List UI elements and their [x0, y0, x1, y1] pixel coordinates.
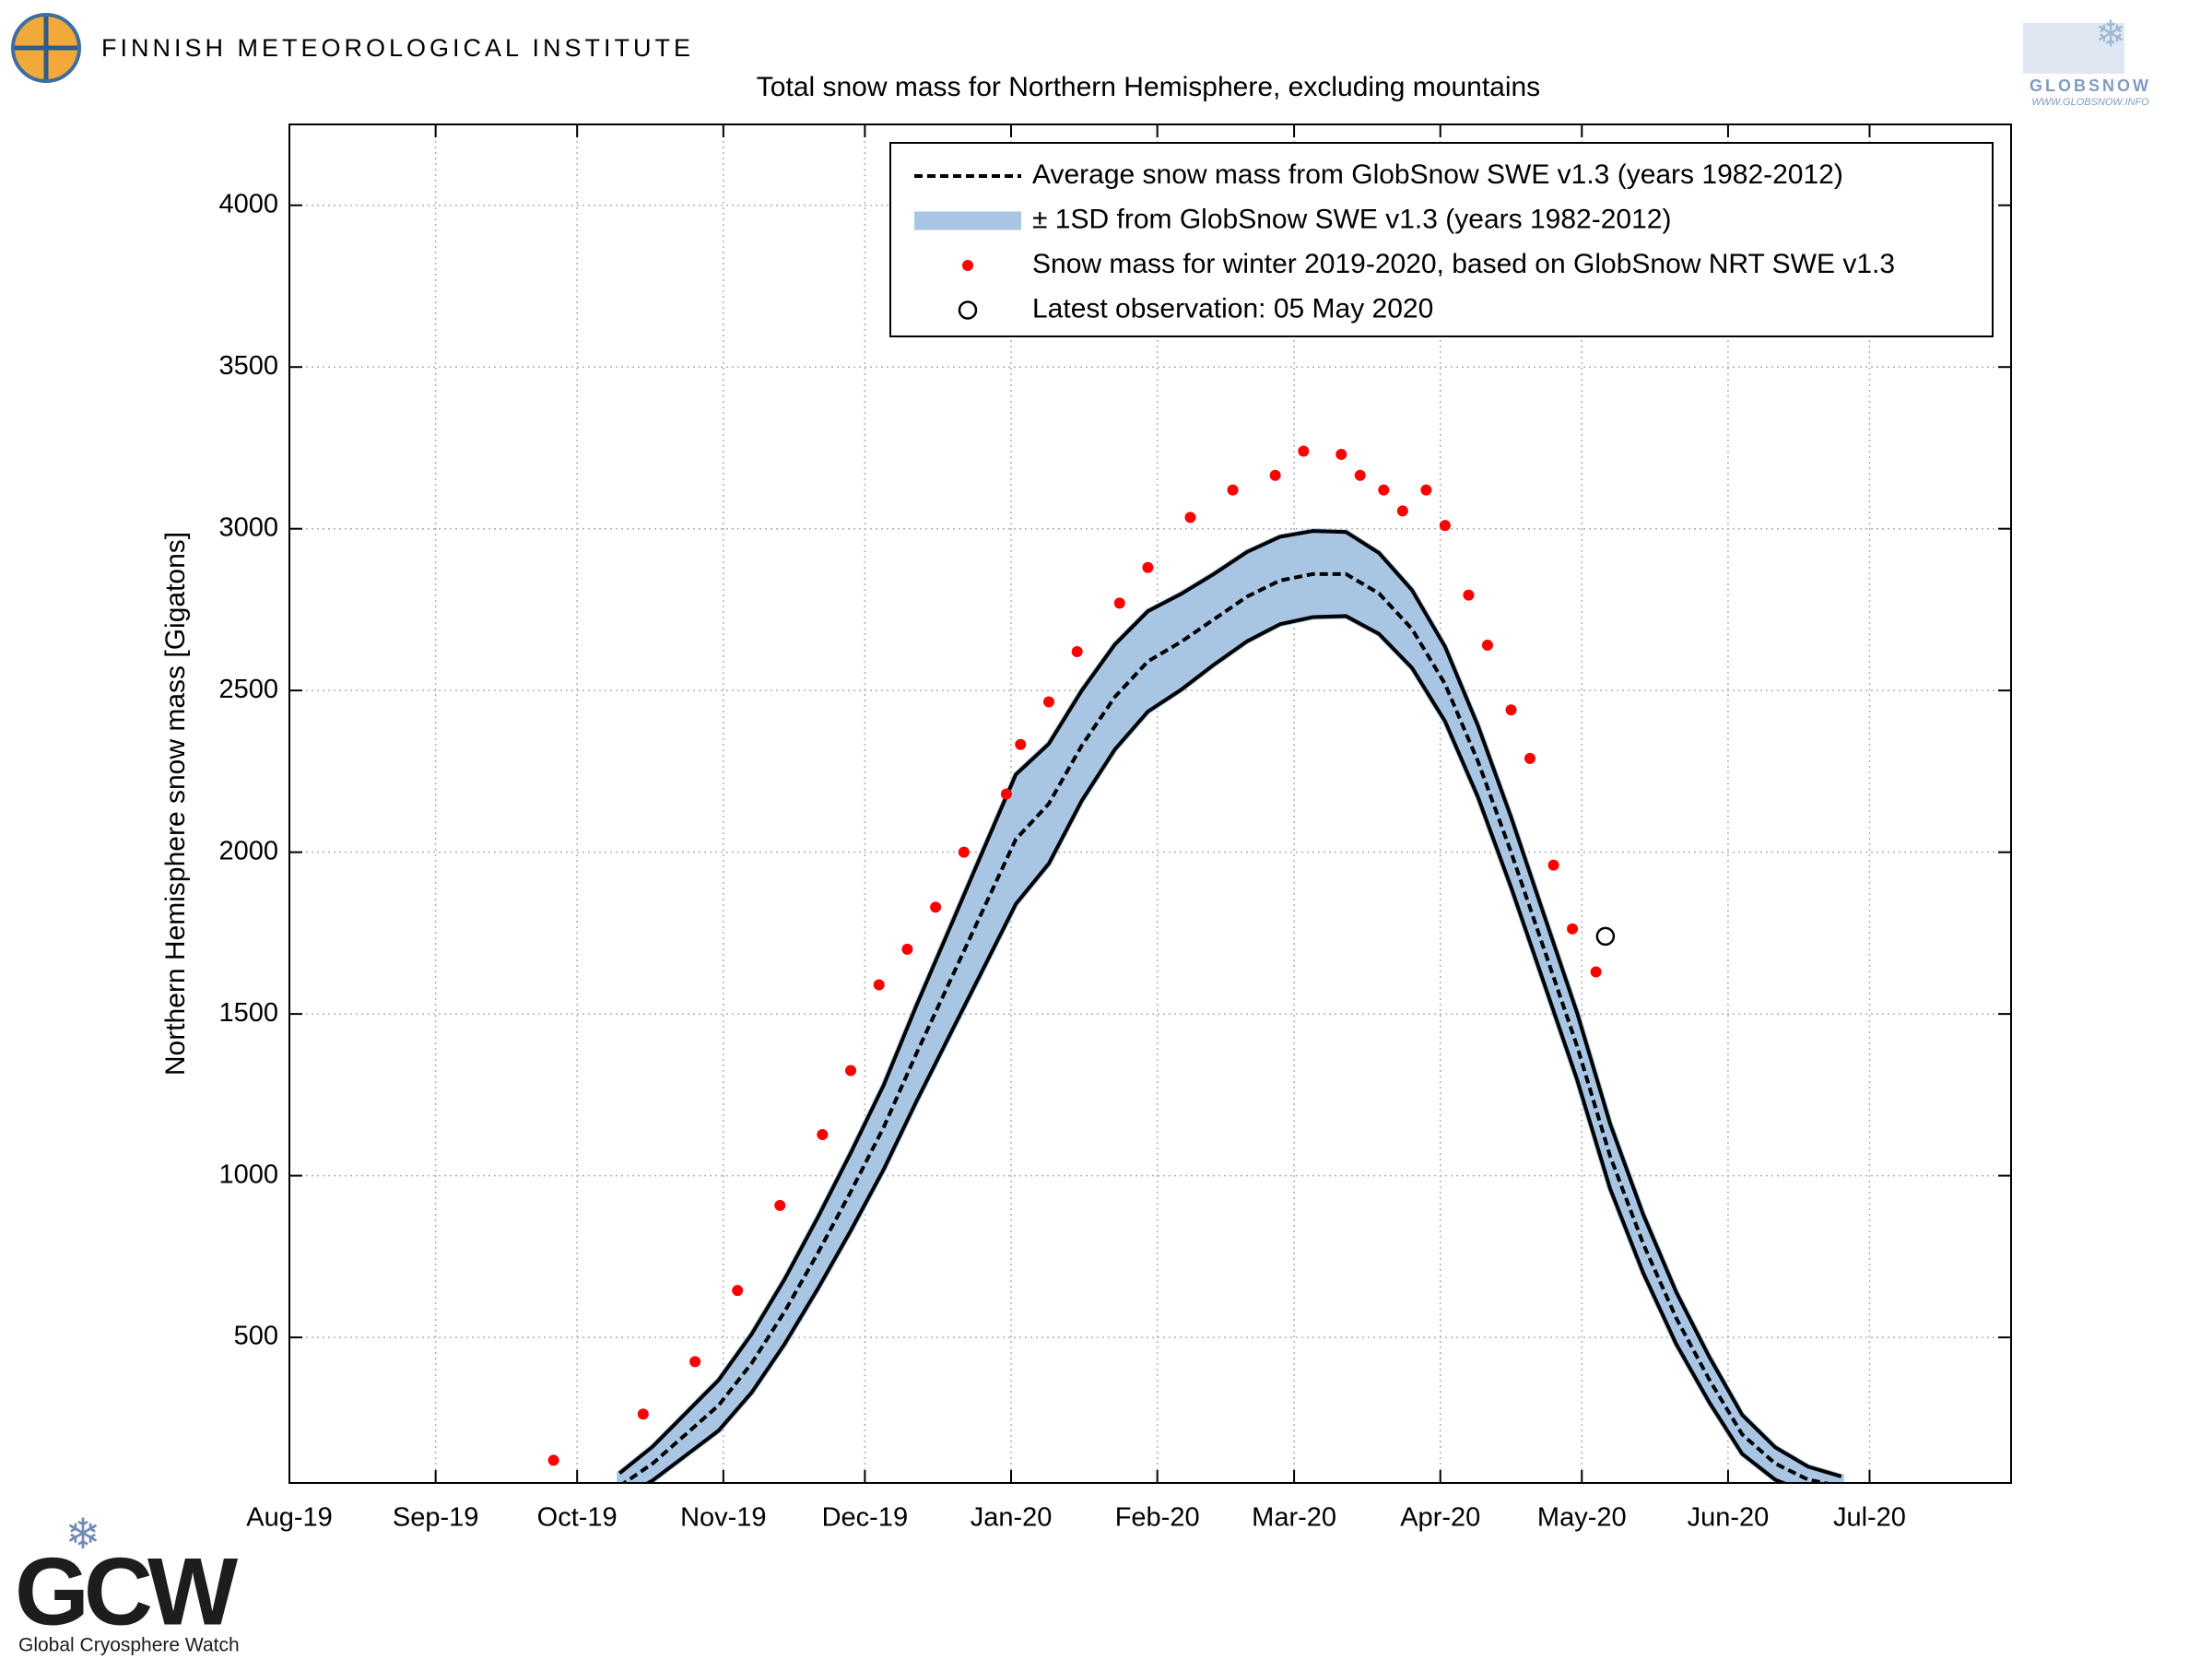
- fmi-logo: FINNISH METEOROLOGICAL INSTITUTE: [11, 13, 694, 83]
- snow-point: [1227, 484, 1239, 496]
- snow-point: [1567, 923, 1579, 935]
- legend-label: Latest observation: 05 May 2020: [1032, 293, 1433, 324]
- x-tick-label: Apr-20: [1400, 1503, 1480, 1533]
- plot-data: [547, 445, 1844, 1483]
- x-tick-label: May-20: [1537, 1503, 1627, 1533]
- institute-name: FINNISH METEOROLOGICAL INSTITUTE: [101, 34, 694, 62]
- snow-point: [1481, 640, 1493, 652]
- y-tick-label: 3500: [218, 351, 278, 381]
- snow-point: [1269, 469, 1281, 481]
- sd-upper-line: [618, 529, 1842, 1478]
- x-tick-label: Jul-20: [1833, 1503, 1906, 1533]
- snow-point: [930, 901, 942, 913]
- x-tick-label: Feb-20: [1115, 1503, 1200, 1533]
- plot-frame: [288, 124, 2012, 1484]
- average-line: [620, 571, 1835, 1483]
- snow-point: [1142, 561, 1154, 573]
- snow-point: [1547, 859, 1559, 871]
- x-tick-label: Oct-19: [537, 1503, 618, 1533]
- snow-point: [689, 1356, 701, 1368]
- snow-point: [1335, 448, 1347, 460]
- y-tick-label: 500: [234, 1322, 278, 1351]
- legend-symbol: [914, 211, 1021, 230]
- globsnow-emblem: [2023, 23, 2124, 74]
- snow-point: [1071, 646, 1083, 658]
- x-tick-label: Jun-20: [1688, 1503, 1770, 1533]
- snow-point: [1439, 520, 1451, 532]
- x-tick-label: Sep-19: [393, 1503, 479, 1533]
- chart-title: Total snow mass for Northern Hemisphere,…: [757, 72, 1540, 102]
- snow-point: [1463, 589, 1475, 601]
- fmi-emblem-lines: [15, 17, 77, 79]
- snowflake: ❄: [65, 1510, 101, 1558]
- legend-label: ± 1SD from GlobSnow SWE v1.3 (years 1982…: [1032, 204, 1671, 234]
- sd-lower-line: [644, 614, 1789, 1483]
- snow-point: [1420, 484, 1432, 496]
- snow-point: [1378, 484, 1390, 496]
- gcw-acronym: GCW: [15, 1538, 239, 1645]
- gcw-logo: ❄ GCW Global Cryosphere Watch: [15, 1510, 244, 1656]
- snow-point: [1000, 788, 1012, 800]
- x-tick-label: Aug-19: [246, 1503, 333, 1533]
- y-tick-label: 1000: [218, 1159, 278, 1189]
- snow-point: [1505, 704, 1517, 716]
- snow-point: [1590, 966, 1602, 978]
- snow-point: [1524, 752, 1535, 764]
- y-tick-label: 2500: [218, 675, 278, 704]
- legend-symbol: [962, 260, 973, 271]
- snow-point: [1298, 445, 1310, 457]
- y-axis-label: Northern Hemisphere snow mass [Gigatons]: [160, 532, 191, 1076]
- snowflake: ❄: [2095, 15, 2126, 55]
- snow-point: [901, 943, 913, 955]
- snow-point: [1396, 505, 1408, 517]
- legend-label: Snow mass for winter 2019-2020, based on…: [1032, 249, 1895, 279]
- snow-point: [1015, 738, 1027, 750]
- y-tick-label: 4000: [218, 189, 278, 218]
- x-tick-label: Dec-19: [822, 1503, 909, 1533]
- y-tick-label: 3000: [218, 512, 278, 542]
- plot-area: [289, 124, 2011, 1483]
- y-tick-label: 1500: [218, 998, 278, 1028]
- latest-marker: [1595, 926, 1616, 947]
- snow-point: [817, 1129, 829, 1141]
- snow-point: [774, 1199, 786, 1211]
- snow-point: [845, 1065, 857, 1077]
- snow-point: [873, 979, 885, 991]
- globsnow-name: GLOBSNOW: [2030, 76, 2151, 95]
- y-tick-label: 2000: [218, 836, 278, 865]
- legend-symbol: [958, 300, 978, 320]
- gcw-name: Global Cryosphere Watch: [18, 1635, 240, 1656]
- x-tick-label: Mar-20: [1252, 1503, 1336, 1533]
- snow-point: [547, 1454, 559, 1466]
- globsnow-url: WWW.GLOBSNOW.INFO: [2031, 97, 2149, 108]
- snow-point: [1354, 469, 1366, 481]
- legend-label: Average snow mass from GlobSnow SWE v1.3…: [1032, 159, 1843, 190]
- snow-point: [637, 1408, 649, 1420]
- snow-point: [1184, 512, 1196, 524]
- snow-point: [1042, 696, 1054, 708]
- x-tick-label: Nov-19: [680, 1503, 767, 1533]
- x-tick-label: Jan-20: [971, 1503, 1053, 1533]
- snow-point: [1113, 597, 1125, 609]
- snow-point: [958, 846, 970, 858]
- globsnow-logo: ❄ GLOBSNOW WWW.GLOBSNOW.INFO: [2023, 15, 2151, 108]
- legend-box: [889, 142, 1994, 337]
- snow-point: [732, 1285, 744, 1297]
